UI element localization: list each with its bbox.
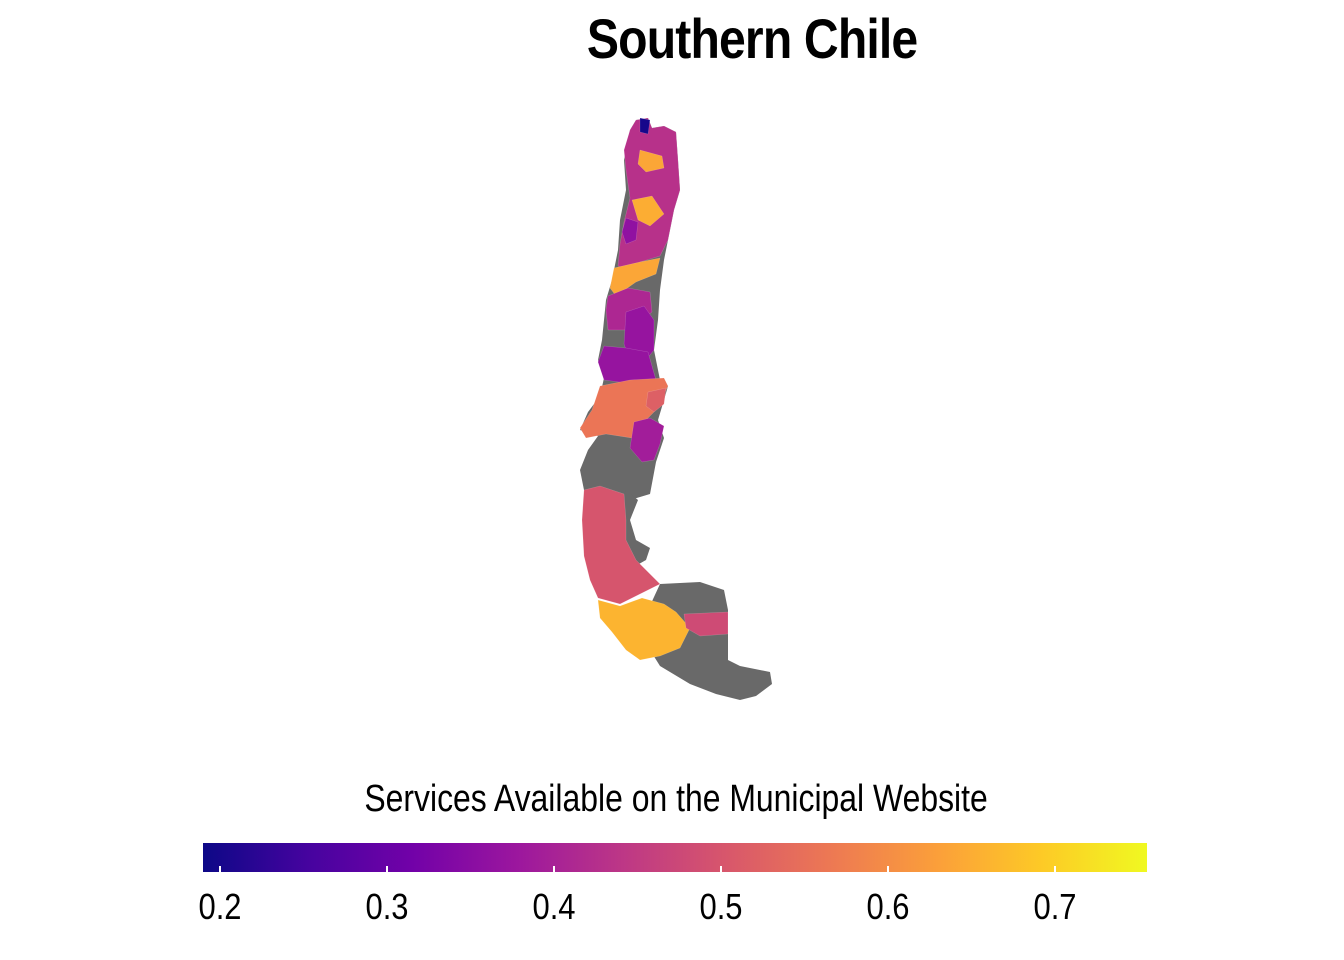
legend-tick-label: 0.2 — [198, 886, 242, 927]
region-magallanes-red — [581, 485, 661, 605]
legend-tick-mark — [1054, 866, 1057, 872]
legend-tick-label: 0.6 — [866, 886, 910, 927]
map-title: Southern Chile — [586, 7, 918, 70]
region-mid-purple — [623, 305, 655, 363]
region-north-orange-b — [631, 195, 665, 227]
legend-tick-mark — [552, 866, 555, 872]
legend-colorbar — [203, 843, 1147, 872]
legend-tick-label: 0.3 — [365, 886, 409, 927]
legend-tick-label: 0.5 — [699, 886, 743, 927]
legend-tick-mark — [887, 866, 890, 872]
legend-tick-label: 0.4 — [532, 886, 576, 927]
legend-tick-mark — [218, 866, 221, 872]
legend-tick-mark — [719, 866, 722, 872]
region-mid-orange-band — [609, 257, 661, 297]
region-north-dark — [639, 117, 651, 135]
region-aysen-purple — [629, 417, 665, 463]
region-aysen-red — [645, 387, 667, 413]
region-magallanes-yellow — [597, 597, 691, 661]
legend-tick-label: 0.7 — [1033, 886, 1077, 927]
region-north-purple-a — [621, 217, 639, 245]
region-north-orange-a — [637, 149, 665, 173]
legend-tick-mark — [385, 866, 388, 872]
region-east-red — [683, 611, 729, 637]
legend-title: Services Available on the Municipal Webs… — [364, 778, 988, 820]
